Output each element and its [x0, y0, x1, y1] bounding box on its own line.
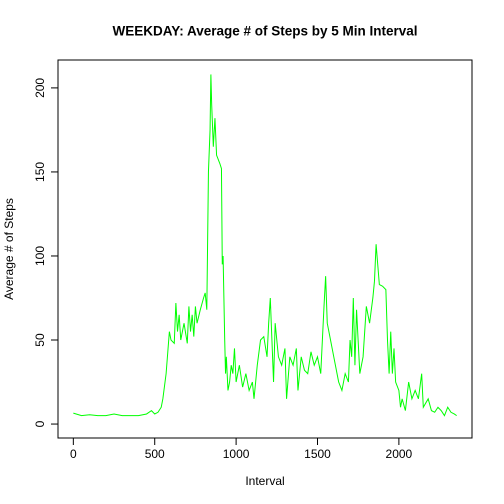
- x-tick-label: 1000: [223, 447, 250, 461]
- chart-title: WEEKDAY: Average # of Steps by 5 Min Int…: [112, 24, 417, 39]
- y-tick-label: 100: [33, 246, 47, 266]
- x-tick-label: 0: [70, 447, 77, 461]
- series-line: [73, 74, 457, 417]
- x-tick-label: 1500: [304, 447, 331, 461]
- y-axis-title: Average # of Steps: [2, 198, 16, 300]
- y-tick-label: 50: [33, 333, 47, 347]
- x-axis-title: Interval: [245, 474, 284, 488]
- x-tick-label: 500: [145, 447, 165, 461]
- y-tick-label: 0: [33, 420, 47, 427]
- y-tick-label: 200: [33, 78, 47, 98]
- x-tick-label: 2000: [386, 447, 413, 461]
- y-tick-label: 150: [33, 162, 47, 182]
